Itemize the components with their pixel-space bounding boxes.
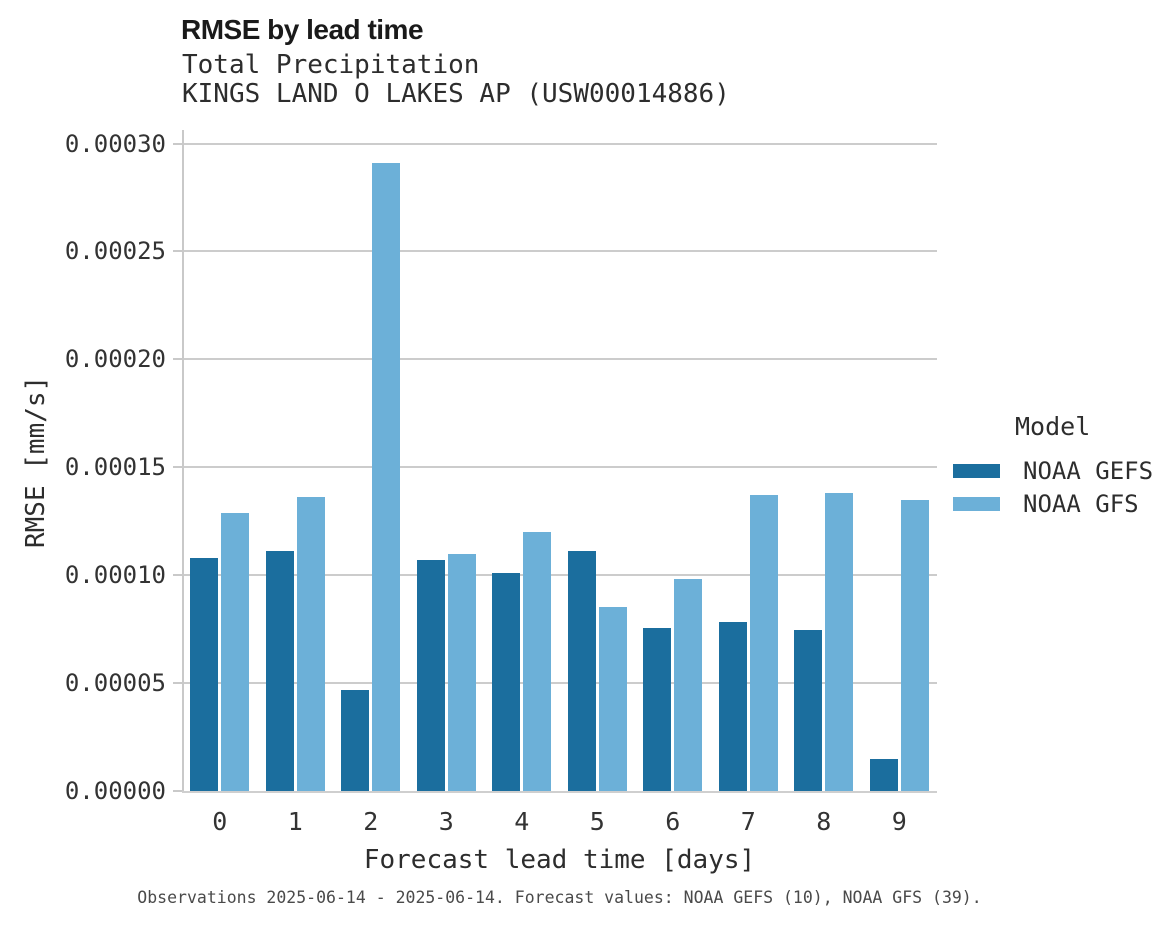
x-tick-label: 9	[891, 807, 907, 836]
legend-label: NOAA GFS	[1023, 489, 1139, 518]
bar-noaa-gefs	[794, 630, 823, 791]
gridline	[184, 250, 937, 253]
bar-noaa-gfs	[598, 607, 627, 791]
legend: Model NOAA GEFS NOAA GFS	[953, 412, 1168, 520]
y-tick-mark	[173, 790, 182, 792]
x-axis-tick-labels: 0 1 2 3 4 5 6 7 8 9	[182, 806, 937, 840]
bar-noaa-gefs	[643, 628, 672, 791]
bar-noaa-gfs	[674, 579, 703, 791]
x-tick-label: 1	[287, 807, 303, 836]
x-tick-label: 5	[589, 807, 605, 836]
legend-label: NOAA GEFS	[1023, 456, 1154, 485]
gridline	[184, 466, 937, 469]
chart-subtitle-variable: Total Precipitation	[182, 50, 480, 80]
legend-items: NOAA GEFS NOAA GFS	[953, 454, 1168, 520]
caption: Observations 2025-06-14 - 2025-06-14. Fo…	[137, 888, 982, 907]
y-tick-mark	[173, 682, 182, 685]
y-axis-tick-labels: 0.00000 0.00005 0.00010 0.00015 0.00020 0.000…	[0, 129, 166, 806]
x-tick-label: 8	[816, 807, 832, 836]
bar-noaa-gefs	[869, 759, 898, 791]
legend-title: Model	[1015, 412, 1091, 441]
x-tick-label: 3	[438, 807, 454, 836]
legend-item-noaa-gefs: NOAA GEFS	[953, 454, 1168, 487]
bar-noaa-gefs	[492, 573, 521, 791]
x-axis-label: Forecast lead time [days]	[363, 845, 756, 875]
y-tick-label: 0.00005	[64, 669, 166, 698]
legend-item-noaa-gfs: NOAA GFS	[953, 487, 1168, 520]
y-tick-label: 0.00025	[64, 237, 166, 266]
gridline	[184, 574, 937, 577]
y-tick-mark	[173, 142, 182, 145]
legend-swatch-noaa-gefs	[953, 463, 1000, 478]
y-tick-label: 0.00030	[64, 129, 166, 158]
y-tick-label: 0.00020	[64, 345, 166, 374]
bar-noaa-gefs	[265, 551, 294, 791]
y-axis-spine	[182, 130, 184, 793]
bar-noaa-gefs	[567, 551, 596, 791]
y-tick-label: 0.00010	[64, 561, 166, 590]
bar-noaa-gefs	[341, 689, 370, 791]
bar-noaa-gefs	[416, 560, 445, 791]
x-axis-spine	[182, 791, 937, 793]
gridline	[184, 358, 937, 361]
bar-noaa-gefs	[718, 621, 747, 791]
x-tick-label: 4	[514, 807, 530, 836]
bar-noaa-gfs	[296, 497, 325, 791]
bar-noaa-gfs	[749, 495, 778, 791]
x-tick-label: 0	[212, 807, 228, 836]
bar-noaa-gfs	[221, 512, 250, 791]
bar-noaa-gfs	[372, 162, 401, 791]
bar-noaa-gfs	[447, 553, 476, 791]
y-tick-label: 0.00015	[64, 453, 166, 482]
x-tick-label: 6	[665, 807, 681, 836]
y-tick-mark	[173, 574, 182, 577]
chart-title: RMSE by lead time	[181, 14, 424, 45]
y-tick-mark	[173, 358, 182, 361]
chart-subtitle-station: KINGS LAND O LAKES AP (USW00014886)	[182, 79, 730, 109]
y-axis-tick-marks	[173, 130, 182, 793]
y-tick-mark	[173, 250, 182, 253]
bar-noaa-gfs	[900, 499, 929, 791]
x-tick-label: 7	[740, 807, 756, 836]
bar-noaa-gefs	[190, 557, 219, 791]
y-tick-label: 0.00000	[64, 777, 166, 805]
gridline	[184, 682, 937, 685]
x-tick-label: 2	[363, 807, 379, 836]
legend-swatch-noaa-gfs	[953, 496, 1000, 511]
y-tick-mark	[173, 466, 182, 469]
plot-area	[182, 130, 937, 793]
gridline	[184, 142, 937, 145]
bar-noaa-gfs	[523, 532, 552, 791]
bar-noaa-gfs	[825, 493, 854, 791]
